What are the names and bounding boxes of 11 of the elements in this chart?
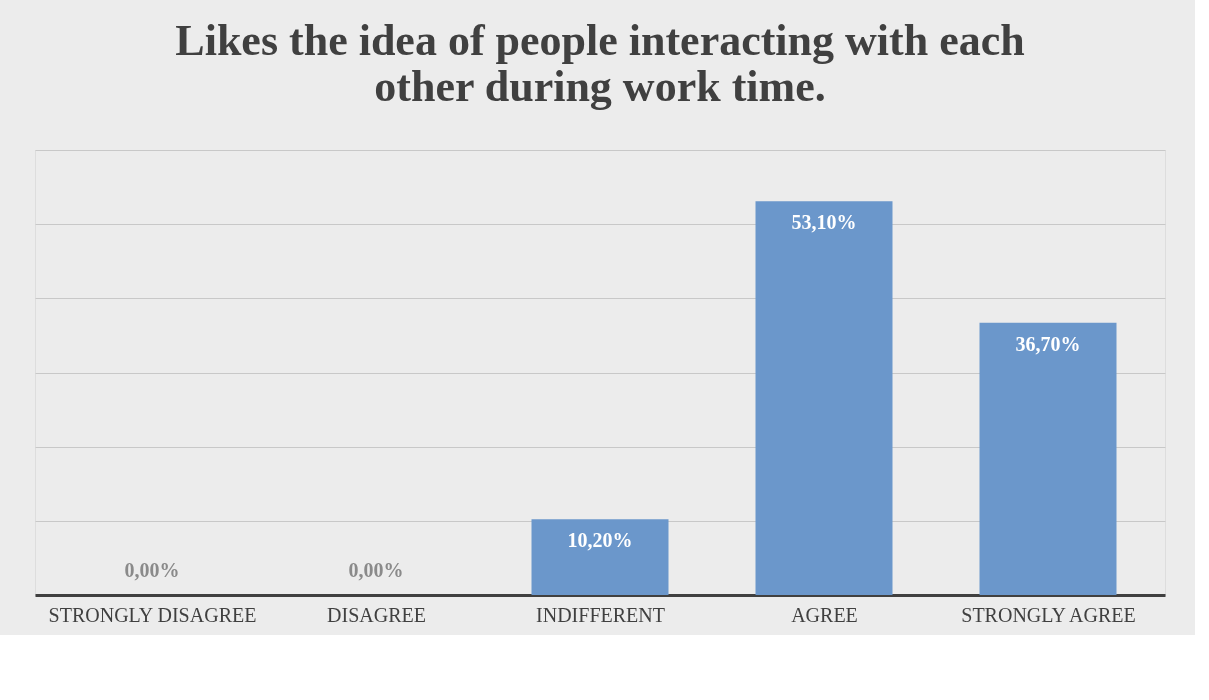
x-tick-label: DISAGREE xyxy=(327,603,426,626)
x-tick-label: STRONGLY AGREE xyxy=(961,603,1136,626)
x-tick-label: AGREE xyxy=(791,603,858,626)
data-label: 0,00% xyxy=(124,559,180,581)
x-tick-label: INDIFFERENT xyxy=(536,603,665,626)
x-tick-label: STRONGLY DISAGREE xyxy=(48,603,257,626)
data-label: 36,70% xyxy=(1015,332,1081,355)
data-label: 10,20% xyxy=(567,529,633,552)
text: Likes the idea of people interacting with each xyxy=(175,16,1025,65)
data-label: 0,00% xyxy=(348,559,404,581)
data-label: 53,10% xyxy=(791,211,857,234)
